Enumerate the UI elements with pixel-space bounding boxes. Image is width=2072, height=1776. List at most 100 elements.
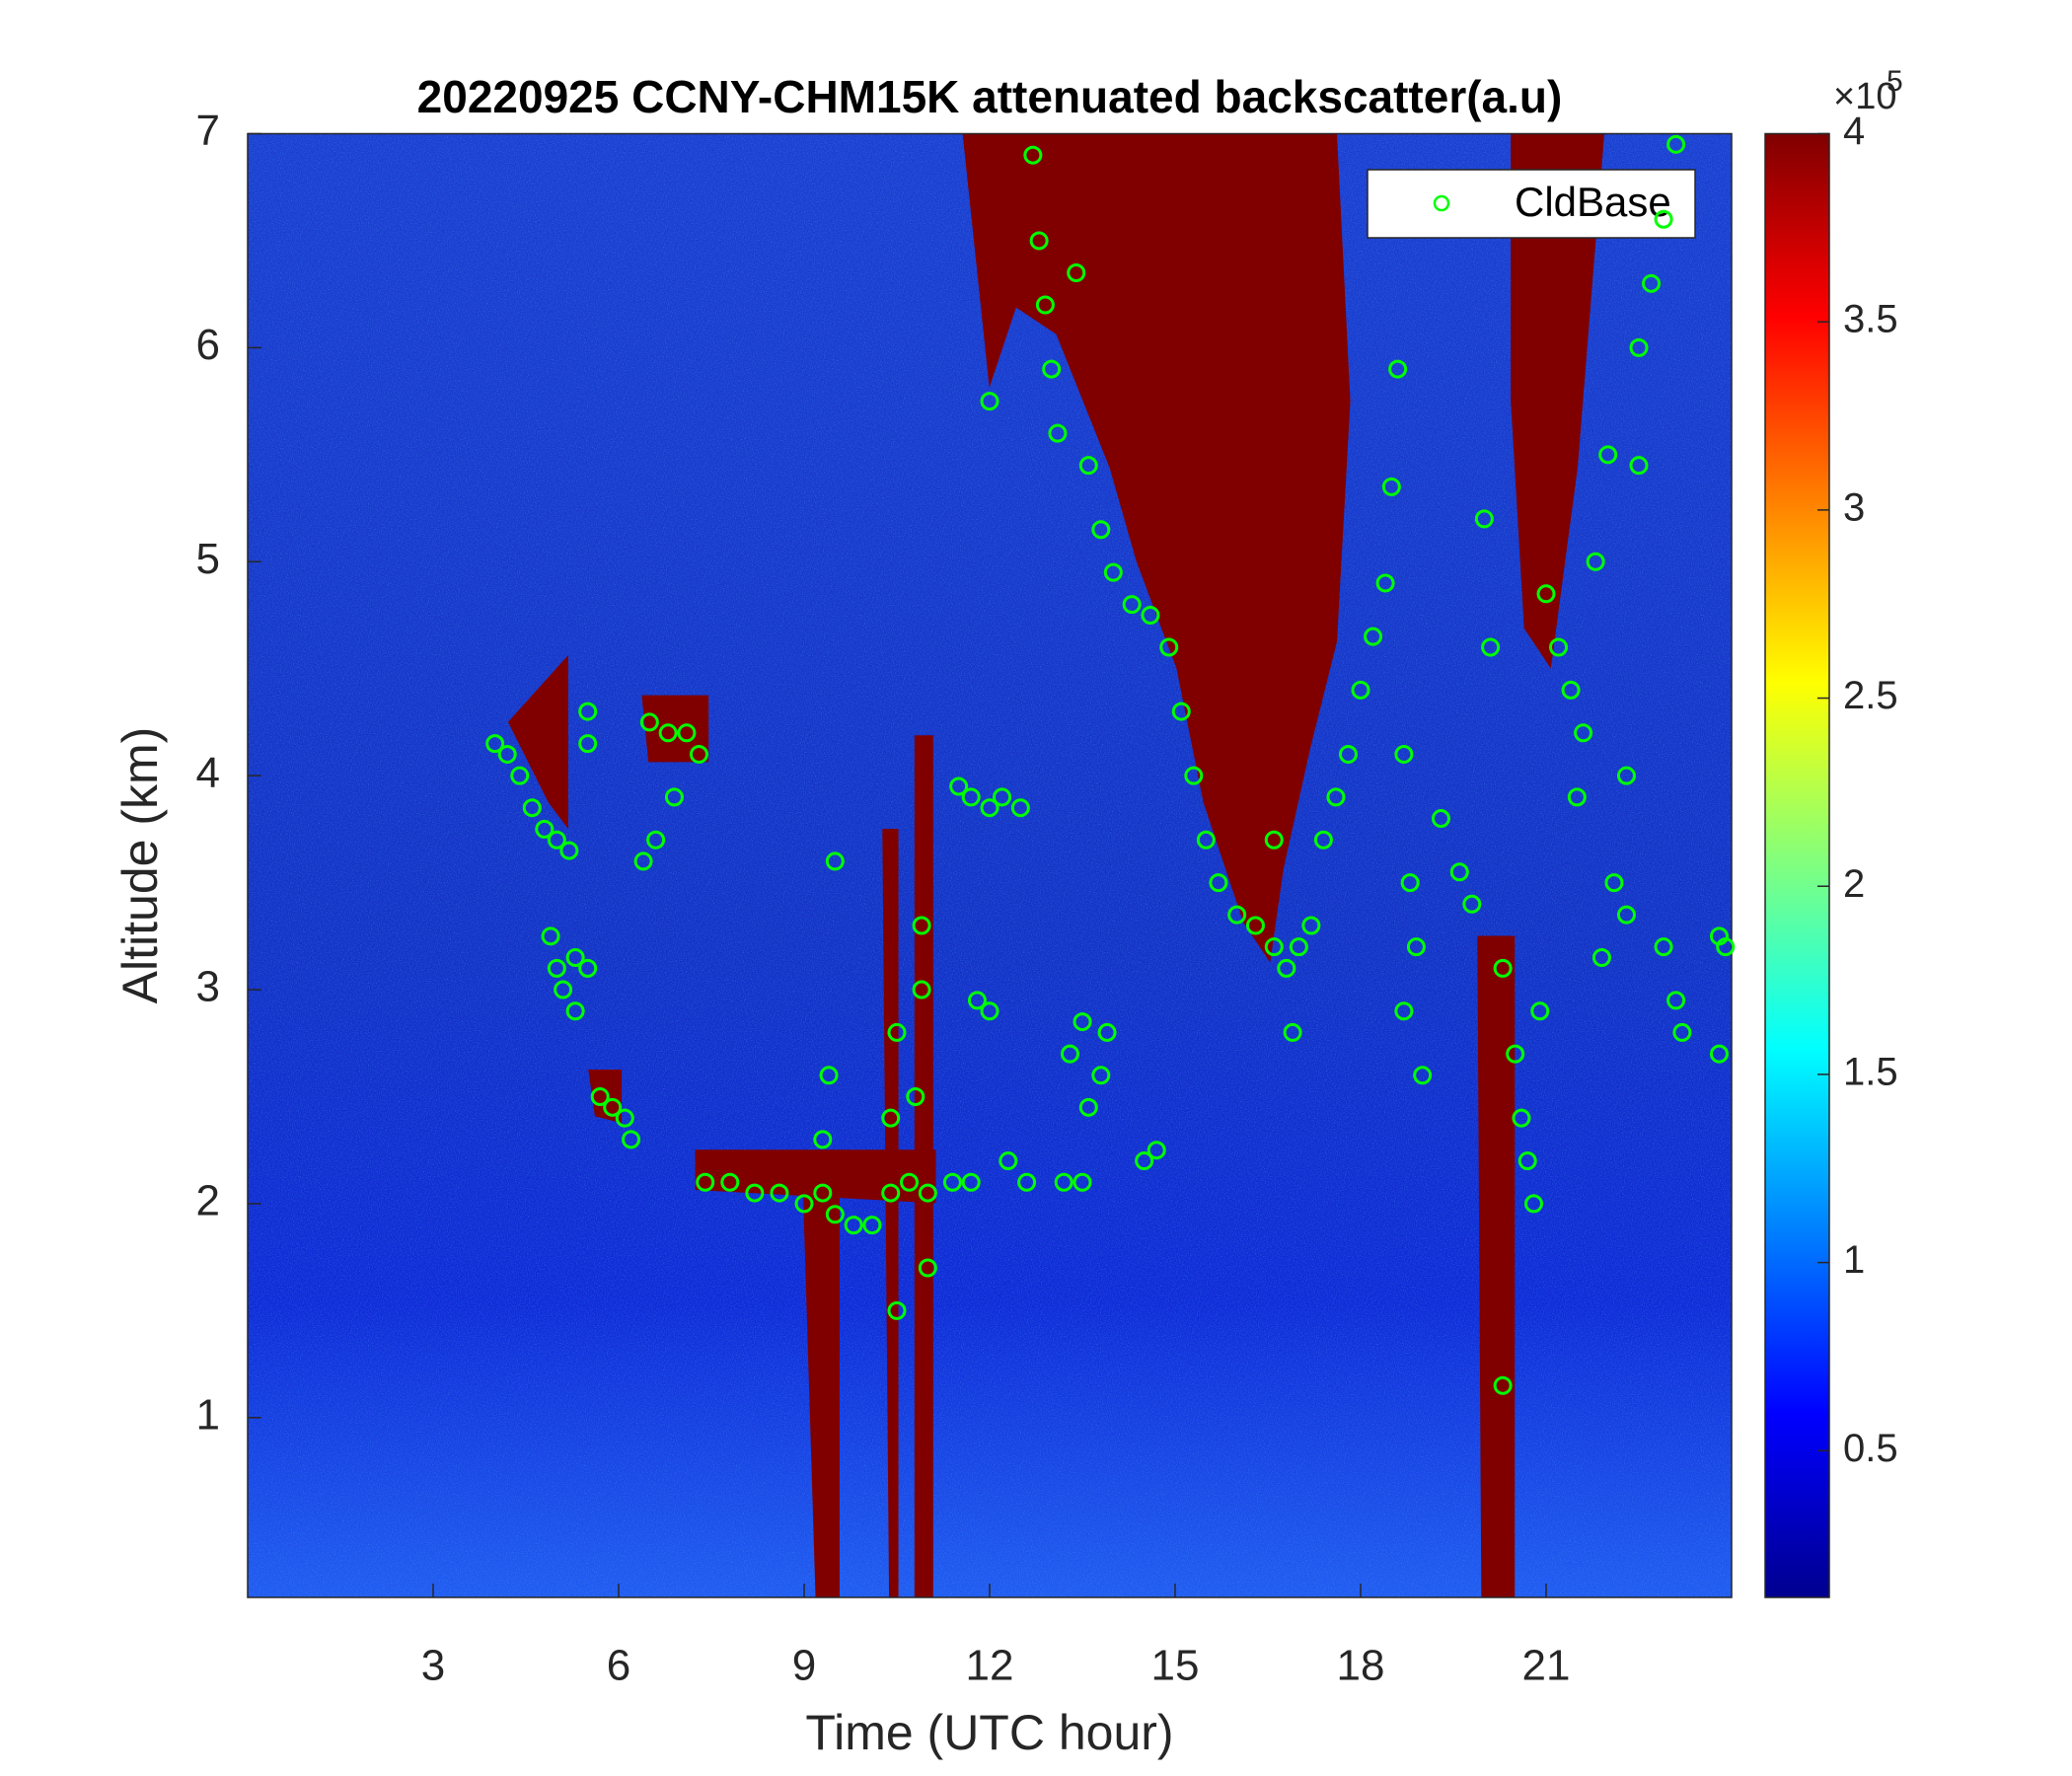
cloud-base-point xyxy=(1709,1044,1729,1064)
cloud-base-point xyxy=(1351,680,1370,700)
cloud-base-point xyxy=(1060,1044,1079,1064)
x-tick-label: 21 xyxy=(1522,1642,1571,1690)
x-tick-label: 18 xyxy=(1337,1642,1385,1690)
cloud-base-point xyxy=(1598,445,1618,465)
cloud-patches xyxy=(507,133,1604,1597)
cloud-base-point xyxy=(1413,1066,1433,1085)
y-axis-label: Altitude (km) xyxy=(112,727,168,1004)
colorbar xyxy=(1764,132,1830,1598)
cloud-base-point xyxy=(1196,830,1216,850)
colorbar-tick-label: 2.5 xyxy=(1843,674,1898,717)
cloud-base-point xyxy=(918,1258,937,1278)
cloud-base-point xyxy=(639,712,659,732)
cloud-base-point xyxy=(547,830,566,850)
x-tick-label: 15 xyxy=(1151,1642,1200,1690)
cloud-base-point xyxy=(912,916,931,935)
y-tick-label: 3 xyxy=(196,963,220,1011)
cloud-base-point xyxy=(906,1086,925,1106)
cloud-base-point xyxy=(633,851,653,871)
cloud-base-point xyxy=(1493,958,1513,978)
cloud-base-point xyxy=(1017,1172,1037,1192)
cloud-base-point xyxy=(1672,1022,1692,1042)
cloud-base-point xyxy=(565,948,585,968)
cloud-base-point xyxy=(1523,1194,1543,1214)
cloud-base-point xyxy=(522,798,542,818)
cloud-base-point xyxy=(578,702,598,721)
cloud-base-point xyxy=(918,1183,937,1203)
cloud-base-point xyxy=(1010,798,1030,818)
cloud-base-point xyxy=(1530,1001,1550,1021)
cloud-base-point xyxy=(1091,1066,1111,1085)
chart-title: 20220925 CCNY-CHM15K attenuated backscat… xyxy=(417,71,1563,122)
cloud-base-point xyxy=(1474,509,1494,529)
cloud-base-point xyxy=(881,1183,901,1203)
colorbar-exponent: 5 xyxy=(1887,65,1903,98)
colorbar-tick-label: 1 xyxy=(1843,1238,1865,1282)
cloud-base-point xyxy=(1400,873,1420,893)
cloud-base-point xyxy=(720,1172,740,1192)
cloud-base-point xyxy=(1227,905,1247,925)
cloud-base-point xyxy=(1616,766,1636,785)
cloud-base-point xyxy=(1549,637,1569,657)
cloud-base-point xyxy=(1171,702,1191,721)
cloud-base-point xyxy=(1209,873,1228,893)
cloud-base-point xyxy=(696,1172,715,1192)
cloud-base-point xyxy=(1591,948,1611,968)
x-tick-label: 3 xyxy=(421,1642,445,1690)
colorbar-tick-label: 4 xyxy=(1843,110,1865,153)
cloud-base-point xyxy=(1394,1001,1414,1021)
cloud-base-point xyxy=(900,1172,920,1192)
cloud-base-point xyxy=(1301,916,1321,935)
cloud-base-point xyxy=(1381,477,1401,496)
colorbar-tick-label: 2 xyxy=(1843,862,1865,906)
cloud-base-point xyxy=(1184,766,1204,785)
cloud-base-point xyxy=(794,1194,814,1214)
cloud-base-point xyxy=(677,723,697,743)
legend-label: CldBase xyxy=(1515,179,1671,225)
cloud-base-point xyxy=(1517,1151,1537,1171)
cloud-base-point xyxy=(1512,1108,1531,1128)
cloud-base-point xyxy=(1654,937,1673,957)
colorbar-tick-label: 3 xyxy=(1843,485,1865,529)
cloud-base-point xyxy=(949,777,969,796)
cloud-base-point xyxy=(1394,744,1414,764)
cloud-base-point xyxy=(980,1001,999,1021)
cloud-base-point xyxy=(993,787,1012,807)
cloud-base-point xyxy=(1042,359,1062,379)
cloud-base-point xyxy=(658,723,678,743)
cloud-base-point xyxy=(770,1183,789,1203)
cloud-base-point xyxy=(1091,520,1111,540)
cloud-base-point xyxy=(1122,595,1142,615)
cloud-base-point xyxy=(980,392,999,411)
legend-marker xyxy=(1433,194,1450,212)
cloud-base-point xyxy=(887,1022,907,1042)
colorbar-tick-label: 0.5 xyxy=(1843,1427,1898,1470)
cloud-base-point xyxy=(497,744,517,764)
y-tick-label: 6 xyxy=(196,321,220,369)
cloud-base-point xyxy=(1666,134,1686,154)
cloud-base-point xyxy=(541,926,560,946)
backscatter-image xyxy=(248,133,1732,1597)
y-tick-label: 7 xyxy=(196,107,220,155)
cloud-base-point xyxy=(559,841,579,860)
cloud-base-point xyxy=(547,958,566,978)
cloud-base-point xyxy=(578,958,598,978)
cloud-base-point xyxy=(1048,423,1068,443)
y-tick-label: 5 xyxy=(196,535,220,583)
cloud-base-point xyxy=(961,1172,981,1192)
cloud-base-point xyxy=(942,1172,962,1192)
cloud-base-point xyxy=(1506,1044,1525,1064)
cloud-base-point xyxy=(1462,894,1482,914)
cloud-base-point xyxy=(881,1108,901,1128)
cloud-base-point xyxy=(912,980,931,999)
cloud-base-point xyxy=(646,830,666,850)
cloud-base-point xyxy=(485,734,505,754)
y-tick-label: 2 xyxy=(196,1177,220,1225)
cloud-base-point xyxy=(1561,680,1581,700)
cloud-base-point xyxy=(1277,958,1296,978)
cloud-base-point xyxy=(1097,1022,1117,1042)
cloud-base-point xyxy=(1654,209,1673,229)
cloud-base-point xyxy=(1716,937,1736,957)
cloud-base-point xyxy=(825,1205,845,1224)
colorbar-tick-label: 3.5 xyxy=(1843,298,1898,341)
